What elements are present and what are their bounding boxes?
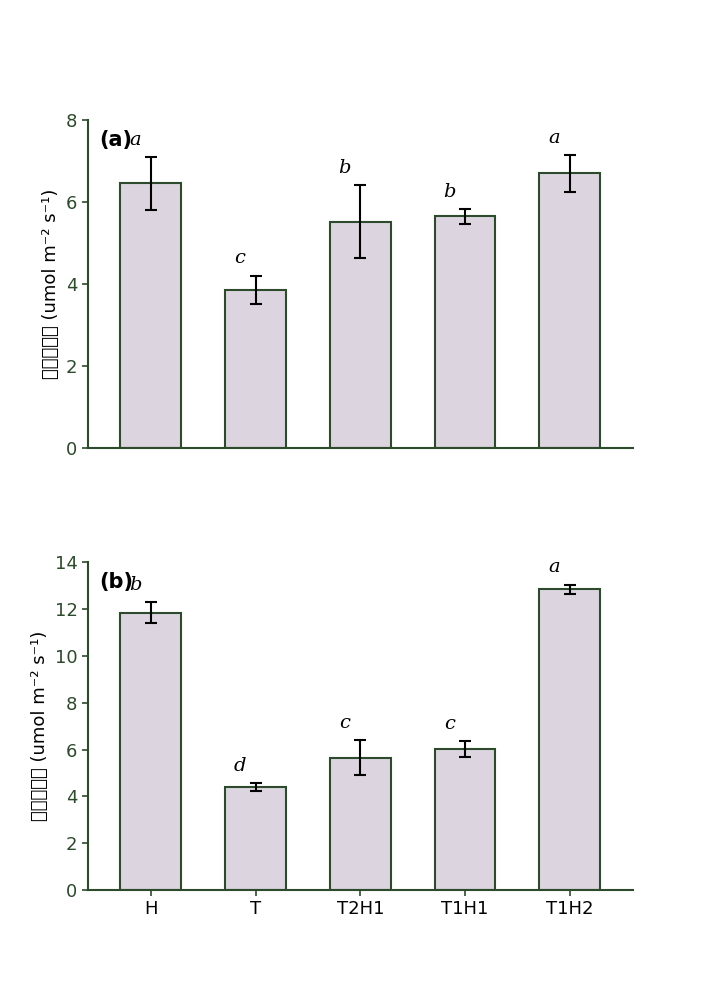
Text: d: d	[233, 757, 246, 775]
Bar	[330, 758, 391, 890]
Bar	[539, 173, 600, 448]
Y-axis label: 净光合速率 (umol m⁻² s⁻¹): 净光合速率 (umol m⁻² s⁻¹)	[42, 189, 60, 379]
Text: a: a	[129, 131, 141, 149]
Bar	[225, 787, 286, 890]
Text: b: b	[338, 159, 351, 177]
Bar	[434, 216, 496, 448]
Text: c: c	[339, 714, 350, 732]
Bar	[120, 613, 181, 890]
Text: (a): (a)	[98, 130, 131, 150]
Text: b: b	[129, 576, 141, 594]
Bar	[330, 222, 391, 448]
Text: c: c	[234, 249, 245, 267]
Text: b: b	[443, 183, 456, 201]
Text: a: a	[548, 129, 560, 147]
Bar	[225, 290, 286, 448]
Y-axis label: 净光合速率 (umol m⁻² s⁻¹): 净光合速率 (umol m⁻² s⁻¹)	[31, 631, 49, 821]
Bar	[434, 749, 496, 890]
Bar	[539, 589, 600, 890]
Text: a: a	[548, 558, 560, 576]
Text: c: c	[444, 715, 455, 733]
Text: (b): (b)	[98, 572, 133, 592]
Bar	[120, 183, 181, 448]
